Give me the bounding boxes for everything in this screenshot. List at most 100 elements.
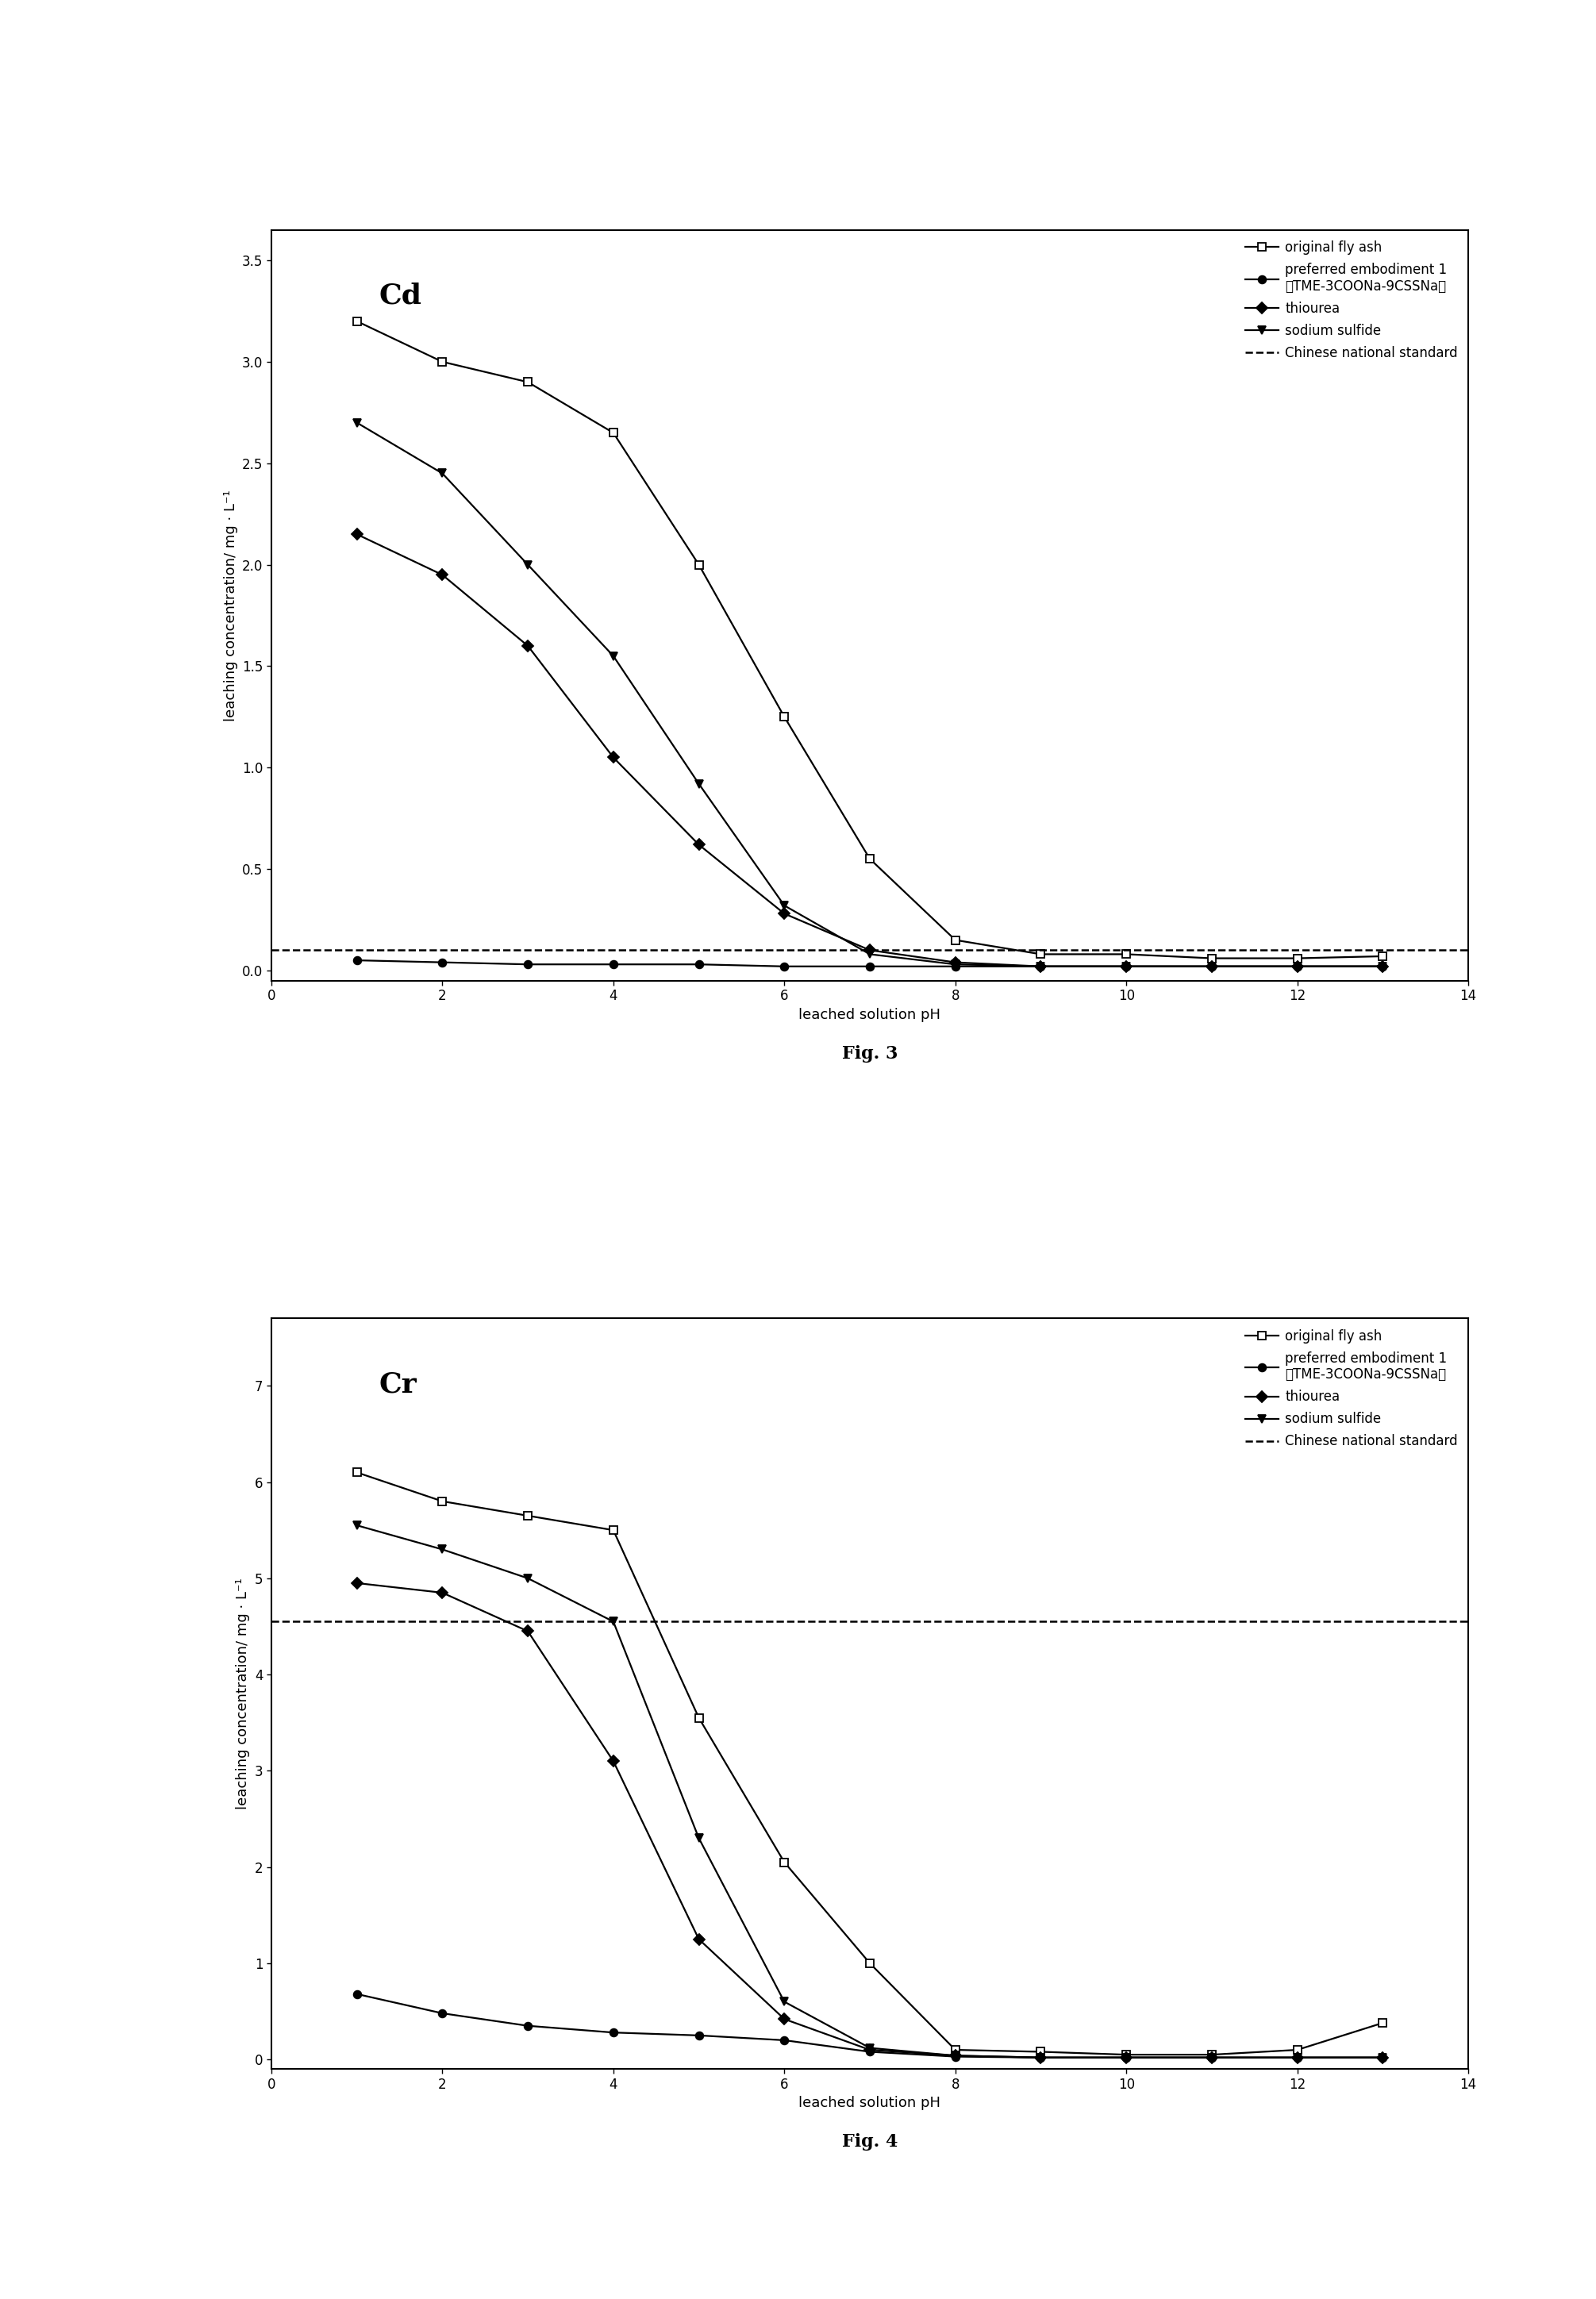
preferred embodiment 1
（TME-3COONa-9CSSNa） — [860, 952, 879, 979]
Legend: original fly ash, preferred embodiment 1
（TME-3COONa-9CSSNa）, thiourea, sodium s: original fly ash, preferred embodiment 1… — [1242, 237, 1462, 363]
sodium sulfide — [433, 1536, 452, 1563]
original fly ash — [603, 418, 622, 446]
sodium sulfide — [1288, 952, 1307, 979]
sodium sulfide — [946, 2042, 966, 2069]
X-axis label: leached solution pH: leached solution pH — [798, 2097, 942, 2110]
original fly ash — [433, 347, 452, 375]
sodium sulfide — [946, 949, 966, 977]
sodium sulfide — [519, 552, 538, 579]
preferred embodiment 1
（TME-3COONa-9CSSNa） — [1288, 2044, 1307, 2071]
preferred embodiment 1
（TME-3COONa-9CSSNa） — [774, 2025, 793, 2053]
original fly ash — [519, 1501, 538, 1529]
original fly ash — [348, 1458, 367, 1485]
preferred embodiment 1
（TME-3COONa-9CSSNa） — [1117, 2044, 1136, 2071]
sodium sulfide — [1202, 2044, 1221, 2071]
Line: sodium sulfide: sodium sulfide — [353, 418, 1387, 970]
original fly ash — [689, 552, 709, 579]
thiourea — [774, 2005, 793, 2032]
original fly ash — [1117, 2042, 1136, 2069]
sodium sulfide — [860, 940, 879, 968]
original fly ash — [1373, 943, 1392, 970]
original fly ash — [519, 368, 538, 395]
Chinese national standard — [262, 936, 281, 963]
Chinese national standard — [348, 1607, 367, 1635]
preferred embodiment 1
（TME-3COONa-9CSSNa） — [1202, 2044, 1221, 2071]
original fly ash — [774, 703, 793, 731]
sodium sulfide — [603, 1607, 622, 1635]
thiourea — [1117, 2044, 1136, 2071]
original fly ash — [1031, 940, 1050, 968]
preferred embodiment 1
（TME-3COONa-9CSSNa） — [603, 949, 622, 977]
thiourea — [1031, 2044, 1050, 2071]
Line: thiourea: thiourea — [353, 531, 1387, 970]
preferred embodiment 1
（TME-3COONa-9CSSNa） — [860, 2037, 879, 2065]
preferred embodiment 1
（TME-3COONa-9CSSNa） — [603, 2019, 622, 2046]
Line: original fly ash: original fly ash — [353, 1469, 1387, 2058]
Chinese national standard — [348, 936, 367, 963]
original fly ash — [1202, 945, 1221, 972]
thiourea — [348, 520, 367, 547]
thiourea — [1288, 2044, 1307, 2071]
thiourea — [433, 561, 452, 589]
sodium sulfide — [1288, 2044, 1307, 2071]
thiourea — [860, 2037, 879, 2065]
thiourea — [1031, 952, 1050, 979]
preferred embodiment 1
（TME-3COONa-9CSSNa） — [689, 2021, 709, 2048]
Text: Cd: Cd — [380, 283, 421, 310]
thiourea — [689, 1924, 709, 1952]
thiourea — [433, 1579, 452, 1607]
preferred embodiment 1
（TME-3COONa-9CSSNa） — [433, 949, 452, 977]
original fly ash — [603, 1517, 622, 1545]
sodium sulfide — [689, 770, 709, 798]
Legend: original fly ash, preferred embodiment 1
（TME-3COONa-9CSSNa）, thiourea, sodium s: original fly ash, preferred embodiment 1… — [1242, 1324, 1462, 1453]
original fly ash — [433, 1487, 452, 1515]
sodium sulfide — [433, 460, 452, 487]
original fly ash — [946, 926, 966, 954]
Line: original fly ash: original fly ash — [353, 317, 1387, 963]
thiourea — [603, 1747, 622, 1775]
Line: preferred embodiment 1
（TME-3COONa-9CSSNa）: preferred embodiment 1 （TME-3COONa-9CSSN… — [353, 1991, 1387, 2062]
X-axis label: leached solution pH: leached solution pH — [798, 1007, 942, 1021]
thiourea — [1202, 2044, 1221, 2071]
preferred embodiment 1
（TME-3COONa-9CSSNa） — [689, 949, 709, 977]
thiourea — [774, 899, 793, 926]
Y-axis label: leaching concentration/ mg · L⁻¹: leaching concentration/ mg · L⁻¹ — [236, 1577, 251, 1809]
thiourea — [1373, 2044, 1392, 2071]
sodium sulfide — [860, 2035, 879, 2062]
sodium sulfide — [1373, 952, 1392, 979]
preferred embodiment 1
（TME-3COONa-9CSSNa） — [1202, 952, 1221, 979]
sodium sulfide — [603, 641, 622, 669]
thiourea — [519, 1618, 538, 1646]
preferred embodiment 1
（TME-3COONa-9CSSNa） — [1373, 952, 1392, 979]
original fly ash — [860, 846, 879, 874]
sodium sulfide — [519, 1563, 538, 1591]
Text: Fig. 3: Fig. 3 — [843, 1046, 897, 1062]
Chinese national standard — [262, 1607, 281, 1635]
sodium sulfide — [348, 409, 367, 437]
thiourea — [1202, 952, 1221, 979]
original fly ash — [689, 1704, 709, 1731]
original fly ash — [1288, 945, 1307, 972]
Line: sodium sulfide: sodium sulfide — [353, 1522, 1387, 2062]
thiourea — [946, 2042, 966, 2069]
original fly ash — [1373, 2009, 1392, 2037]
Text: Fig. 4: Fig. 4 — [843, 2133, 897, 2152]
preferred embodiment 1
（TME-3COONa-9CSSNa） — [433, 2000, 452, 2028]
preferred embodiment 1
（TME-3COONa-9CSSNa） — [519, 949, 538, 977]
thiourea — [1117, 952, 1136, 979]
Line: thiourea: thiourea — [353, 1579, 1387, 2062]
sodium sulfide — [1117, 952, 1136, 979]
preferred embodiment 1
（TME-3COONa-9CSSNa） — [348, 947, 367, 975]
preferred embodiment 1
（TME-3COONa-9CSSNa） — [1031, 2044, 1050, 2071]
thiourea — [1288, 952, 1307, 979]
Line: preferred embodiment 1
（TME-3COONa-9CSSNa）: preferred embodiment 1 （TME-3COONa-9CSSN… — [353, 956, 1387, 970]
preferred embodiment 1
（TME-3COONa-9CSSNa） — [1288, 952, 1307, 979]
preferred embodiment 1
（TME-3COONa-9CSSNa） — [1373, 2044, 1392, 2071]
thiourea — [860, 936, 879, 963]
preferred embodiment 1
（TME-3COONa-9CSSNa） — [1117, 952, 1136, 979]
thiourea — [348, 1570, 367, 1598]
preferred embodiment 1
（TME-3COONa-9CSSNa） — [946, 2044, 966, 2071]
preferred embodiment 1
（TME-3COONa-9CSSNa） — [348, 1979, 367, 2007]
preferred embodiment 1
（TME-3COONa-9CSSNa） — [1031, 952, 1050, 979]
original fly ash — [774, 1848, 793, 1876]
